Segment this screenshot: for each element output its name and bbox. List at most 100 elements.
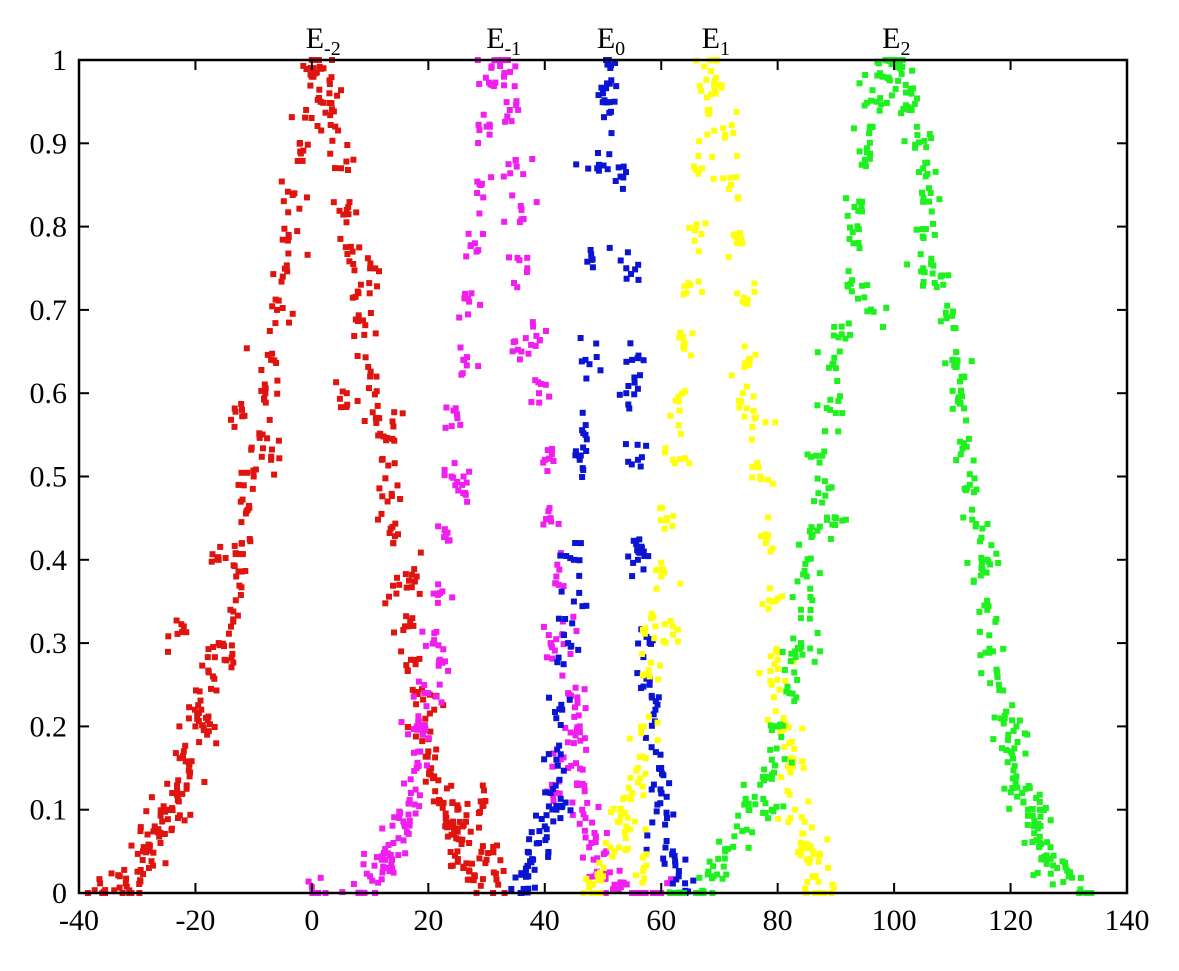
series-4-point xyxy=(911,101,918,107)
series-4-point xyxy=(1050,852,1057,859)
series-3-point xyxy=(798,814,805,821)
series-2-point xyxy=(643,633,650,640)
series-1-point xyxy=(552,580,559,587)
series-4-point xyxy=(981,602,988,609)
series-0-point xyxy=(378,510,385,517)
series-1-point xyxy=(435,523,442,530)
series-4-point xyxy=(731,833,738,840)
series-0-point xyxy=(320,99,327,106)
series-4-point xyxy=(814,475,821,482)
series-1-point xyxy=(668,876,675,883)
series-2-point xyxy=(561,632,567,639)
series-4-point xyxy=(926,185,932,192)
series-3-point xyxy=(645,667,652,674)
series-0-point xyxy=(430,775,436,782)
series-1-point xyxy=(395,835,402,842)
series-4-point xyxy=(866,124,873,131)
series-1-point xyxy=(433,693,439,700)
series-4-point xyxy=(1012,779,1019,786)
series-1-point xyxy=(509,348,516,355)
series-4-point xyxy=(816,523,823,530)
series-1-point xyxy=(520,171,527,178)
series-2-point xyxy=(554,659,561,666)
series-3-point xyxy=(583,875,590,882)
series-1-point xyxy=(466,468,473,475)
series-4-point xyxy=(921,269,928,276)
series-4-point xyxy=(742,795,749,802)
series-0-point xyxy=(128,842,135,849)
series-4-point xyxy=(821,478,828,485)
series-0-point xyxy=(449,862,456,869)
series-0-point xyxy=(259,431,266,438)
series-3-point xyxy=(642,625,649,632)
series-1-point xyxy=(468,290,475,297)
series-3-point xyxy=(711,81,717,88)
series-3-point xyxy=(784,788,791,794)
series-0-point xyxy=(183,782,190,789)
series-0-point xyxy=(230,659,237,666)
series-3-point xyxy=(738,236,745,242)
series-3-point xyxy=(787,755,794,762)
series-3-point xyxy=(770,694,777,701)
series-2-point xyxy=(643,442,650,449)
series-0-point xyxy=(420,696,427,703)
series-2-point xyxy=(634,456,641,463)
series-1-point xyxy=(397,809,404,816)
series-4-point xyxy=(832,365,839,372)
series-1-point xyxy=(476,81,483,87)
series-1-point xyxy=(569,811,576,818)
series-1-point xyxy=(623,881,630,888)
series-0-point xyxy=(351,267,358,274)
series-2-point xyxy=(558,701,565,708)
series-4-point xyxy=(978,554,985,561)
series-labels-layer: E-2 E-1 E0 E1 E2 xyxy=(306,22,911,60)
series-0-point xyxy=(187,811,194,818)
series-0-point xyxy=(238,568,245,575)
series-3-point xyxy=(725,254,732,260)
series-4-point xyxy=(876,107,883,114)
series-1-point xyxy=(431,637,438,644)
series-4-point xyxy=(1047,817,1054,824)
series-2-point xyxy=(627,340,634,347)
series-3-point xyxy=(662,449,668,456)
series-0-point xyxy=(412,661,419,668)
series-0-point xyxy=(208,558,215,565)
series-1-point xyxy=(476,127,483,134)
series-0-point xyxy=(191,706,198,713)
series-3-point xyxy=(602,839,609,846)
series-0-point xyxy=(204,717,211,724)
series-0-point xyxy=(407,617,414,624)
series-4-point xyxy=(929,270,936,277)
series-0-point xyxy=(272,320,279,327)
series-4-point xyxy=(931,280,938,286)
series-4-point xyxy=(814,630,821,636)
series-0-point xyxy=(387,525,394,532)
series-2-point xyxy=(589,264,596,271)
series-2-point xyxy=(624,249,631,256)
series-2-point xyxy=(637,463,644,470)
series-1-point xyxy=(553,573,560,580)
series-2-point xyxy=(620,174,627,181)
series-1-point xyxy=(571,713,578,720)
series-1-point xyxy=(545,632,552,639)
series-4-point xyxy=(877,70,883,77)
series-2-point xyxy=(576,557,583,564)
series-0-point xyxy=(183,629,190,636)
series-4-point xyxy=(914,95,920,102)
series-1-point xyxy=(441,472,448,479)
series-0-point xyxy=(211,675,218,682)
series-3-point xyxy=(804,856,811,863)
series-3-point xyxy=(728,182,735,188)
series-1-point xyxy=(579,854,586,861)
series-0-point xyxy=(432,754,439,761)
series-3-point xyxy=(767,667,774,674)
series-1-point xyxy=(452,482,459,489)
series-1-point xyxy=(553,790,560,796)
series-3-point xyxy=(781,744,788,750)
series-3-point xyxy=(746,355,753,362)
series-1-point xyxy=(460,473,467,480)
series-0-point xyxy=(304,141,311,148)
series-3-point xyxy=(769,545,776,552)
series-0-point xyxy=(328,100,335,107)
series-0-point xyxy=(179,790,186,797)
